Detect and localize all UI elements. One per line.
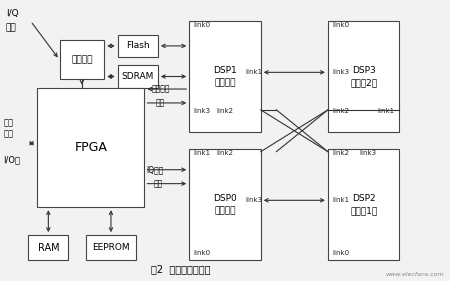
Text: link3: link3 xyxy=(245,197,262,203)
Text: link3: link3 xyxy=(194,108,211,114)
Bar xyxy=(189,21,261,132)
Text: 图2  系统硬件结构图: 图2 系统硬件结构图 xyxy=(151,264,210,274)
Text: link0: link0 xyxy=(194,22,211,28)
Text: 总线: 总线 xyxy=(153,179,163,188)
Bar xyxy=(59,40,104,79)
Text: 光纤模块: 光纤模块 xyxy=(71,55,93,64)
Bar xyxy=(117,65,158,88)
Bar xyxy=(37,88,144,207)
Text: DSP0
（和路）: DSP0 （和路） xyxy=(213,194,237,215)
Text: I/O口: I/O口 xyxy=(4,155,21,164)
Text: link0: link0 xyxy=(194,250,211,256)
Text: link0: link0 xyxy=(333,22,350,28)
Text: link2: link2 xyxy=(333,150,349,156)
Text: EEPROM: EEPROM xyxy=(92,243,130,252)
Bar xyxy=(86,235,135,260)
Bar xyxy=(28,235,68,260)
Bar xyxy=(328,149,400,260)
Text: link1: link1 xyxy=(333,197,350,203)
Text: FPGA: FPGA xyxy=(74,141,107,154)
Text: DSP3
（辅路2）: DSP3 （辅路2） xyxy=(350,66,377,87)
Text: Flash: Flash xyxy=(126,41,149,50)
Text: I/Q: I/Q xyxy=(6,9,18,19)
Text: link2: link2 xyxy=(216,108,233,114)
Text: link1: link1 xyxy=(377,108,394,114)
Text: DSP1
（差路）: DSP1 （差路） xyxy=(213,66,237,87)
Text: link0: link0 xyxy=(333,250,350,256)
Text: link1: link1 xyxy=(245,69,262,75)
Text: RAM: RAM xyxy=(37,243,59,253)
Text: 总线: 总线 xyxy=(156,98,165,107)
Text: link3: link3 xyxy=(333,69,350,75)
Text: link2: link2 xyxy=(333,108,349,114)
Text: link1: link1 xyxy=(194,150,211,156)
Bar xyxy=(328,21,400,132)
Text: link3: link3 xyxy=(359,150,376,156)
Text: SDRAM: SDRAM xyxy=(122,72,154,81)
Text: 检测
输出: 检测 输出 xyxy=(4,118,13,138)
Text: IQ数据: IQ数据 xyxy=(147,165,164,174)
Text: 数据: 数据 xyxy=(6,23,17,32)
Text: www.elecfans.com: www.elecfans.com xyxy=(386,272,444,277)
Bar xyxy=(117,35,158,57)
Bar xyxy=(189,149,261,260)
Text: 检测结果: 检测结果 xyxy=(151,85,170,94)
Text: link2: link2 xyxy=(216,150,233,156)
Text: DSP2
（辅路1）: DSP2 （辅路1） xyxy=(350,194,377,215)
